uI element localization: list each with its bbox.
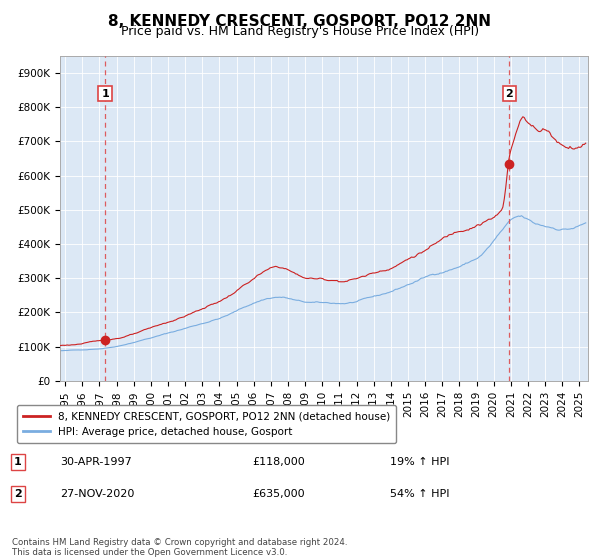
Text: 1: 1 [14,457,22,467]
Text: 8, KENNEDY CRESCENT, GOSPORT, PO12 2NN: 8, KENNEDY CRESCENT, GOSPORT, PO12 2NN [109,14,491,29]
Text: 1: 1 [101,88,109,99]
Legend: 8, KENNEDY CRESCENT, GOSPORT, PO12 2NN (detached house), HPI: Average price, det: 8, KENNEDY CRESCENT, GOSPORT, PO12 2NN (… [17,405,397,443]
Text: 19% ↑ HPI: 19% ↑ HPI [390,457,449,467]
Text: £118,000: £118,000 [252,457,305,467]
Text: Contains HM Land Registry data © Crown copyright and database right 2024.
This d: Contains HM Land Registry data © Crown c… [12,538,347,557]
Text: 30-APR-1997: 30-APR-1997 [60,457,132,467]
Text: Price paid vs. HM Land Registry's House Price Index (HPI): Price paid vs. HM Land Registry's House … [121,25,479,38]
Text: 2: 2 [14,489,22,500]
Text: 2: 2 [506,88,514,99]
Text: 27-NOV-2020: 27-NOV-2020 [60,489,134,500]
Text: £635,000: £635,000 [252,489,305,500]
Text: 54% ↑ HPI: 54% ↑ HPI [390,489,449,500]
